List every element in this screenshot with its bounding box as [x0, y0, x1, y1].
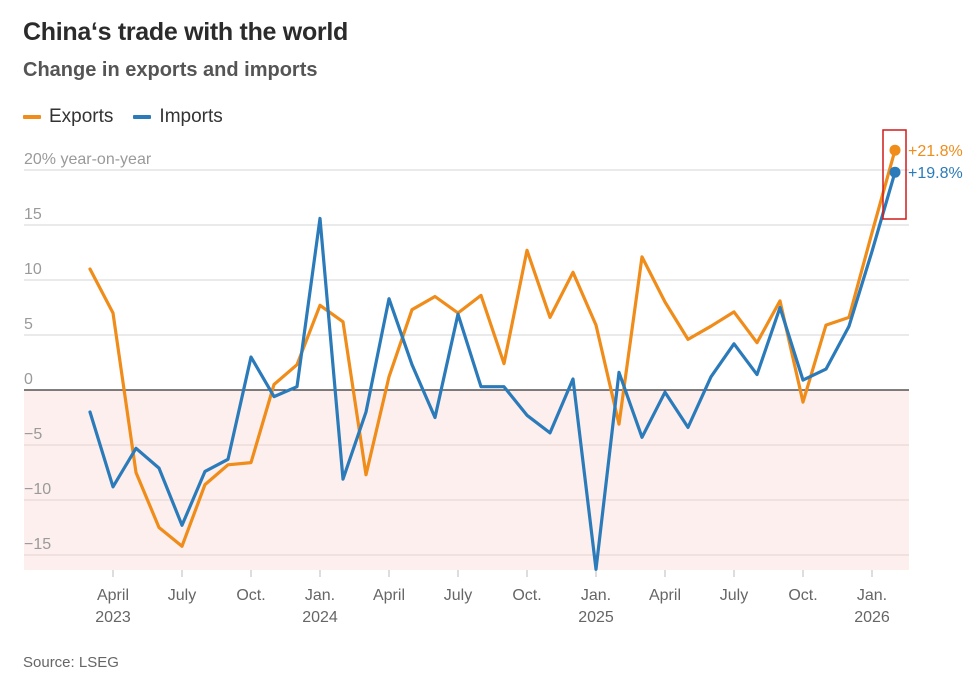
- x-tick-year-label: 2024: [302, 609, 338, 626]
- x-tick-label: Jan.: [305, 587, 335, 604]
- negative-region: [24, 390, 909, 570]
- x-tick-label: Jan.: [857, 587, 887, 604]
- highlight-box: [882, 129, 907, 220]
- x-tick-label: Oct.: [788, 587, 817, 604]
- y-tick-label: 5: [24, 316, 33, 333]
- y-tick-label: −10: [24, 481, 51, 498]
- y-tick-label: 0: [24, 371, 33, 388]
- legend-item-imports: Imports: [133, 106, 223, 128]
- x-tick-label: July: [168, 587, 196, 604]
- legend-swatch-imports: [133, 115, 152, 119]
- x-tick-label: Oct.: [512, 587, 541, 604]
- x-tick-label: April: [649, 587, 681, 604]
- chart-subtitle: Change in exports and imports: [23, 59, 318, 81]
- endpoint-marker-imports: [889, 166, 901, 178]
- x-tick-year-label: 2023: [95, 609, 131, 626]
- x-tick-year-label: 2026: [854, 609, 890, 626]
- x-tick-label: Jan.: [581, 587, 611, 604]
- y-tick-label: 15: [24, 206, 42, 223]
- x-tick-label: July: [444, 587, 472, 604]
- chart-title: China‘s trade with the world: [23, 18, 348, 46]
- legend-label-imports: Imports: [159, 106, 223, 127]
- series-line-imports: [88, 170, 897, 571]
- y-tick-label: 20% year-on-year: [24, 151, 152, 168]
- legend-label-exports: Exports: [49, 106, 114, 127]
- source-note: Source: LSEG: [23, 654, 119, 671]
- endpoint-label-exports: +21.8%: [908, 143, 963, 160]
- x-tick-label: April: [97, 587, 129, 604]
- legend-swatch-exports: [23, 115, 41, 119]
- chart-legend: Exports Imports: [23, 106, 223, 128]
- series-line-exports: [88, 148, 897, 548]
- x-tick-label: April: [373, 587, 405, 604]
- legend-item-exports: Exports: [23, 106, 113, 128]
- endpoint-marker-exports: [889, 144, 901, 156]
- endpoint-label-imports: +19.8%: [908, 165, 963, 182]
- x-tick-label: July: [720, 587, 748, 604]
- x-tick-year-label: 2025: [578, 609, 614, 626]
- y-tick-label: −5: [24, 426, 42, 443]
- x-tick-label: Oct.: [236, 587, 265, 604]
- y-tick-label: 10: [24, 261, 42, 278]
- y-tick-label: −15: [24, 536, 51, 553]
